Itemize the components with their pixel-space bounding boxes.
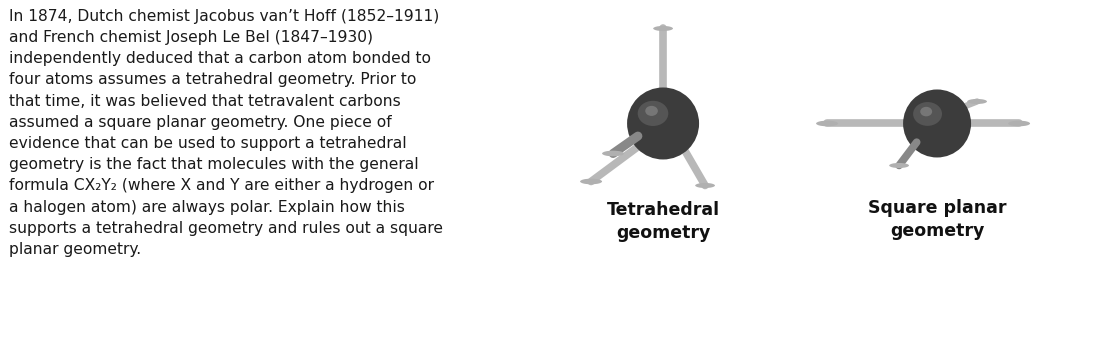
Text: Square planar
geometry: Square planar geometry	[868, 200, 1006, 240]
Ellipse shape	[817, 121, 838, 126]
Ellipse shape	[695, 183, 715, 188]
Text: Tetrahedral
geometry: Tetrahedral geometry	[606, 201, 720, 242]
Ellipse shape	[913, 102, 941, 126]
Ellipse shape	[602, 151, 624, 156]
Text: In 1874, Dutch chemist Jacobus van’t Hoff (1852–1911)
and French chemist Joseph : In 1874, Dutch chemist Jacobus van’t Hof…	[9, 9, 443, 257]
Ellipse shape	[1008, 121, 1030, 126]
Ellipse shape	[921, 107, 933, 116]
Ellipse shape	[653, 26, 673, 31]
Ellipse shape	[903, 90, 971, 157]
Ellipse shape	[889, 163, 909, 168]
Ellipse shape	[627, 87, 699, 159]
Ellipse shape	[638, 101, 669, 126]
Ellipse shape	[580, 179, 602, 184]
Ellipse shape	[646, 106, 658, 116]
Ellipse shape	[967, 99, 987, 104]
